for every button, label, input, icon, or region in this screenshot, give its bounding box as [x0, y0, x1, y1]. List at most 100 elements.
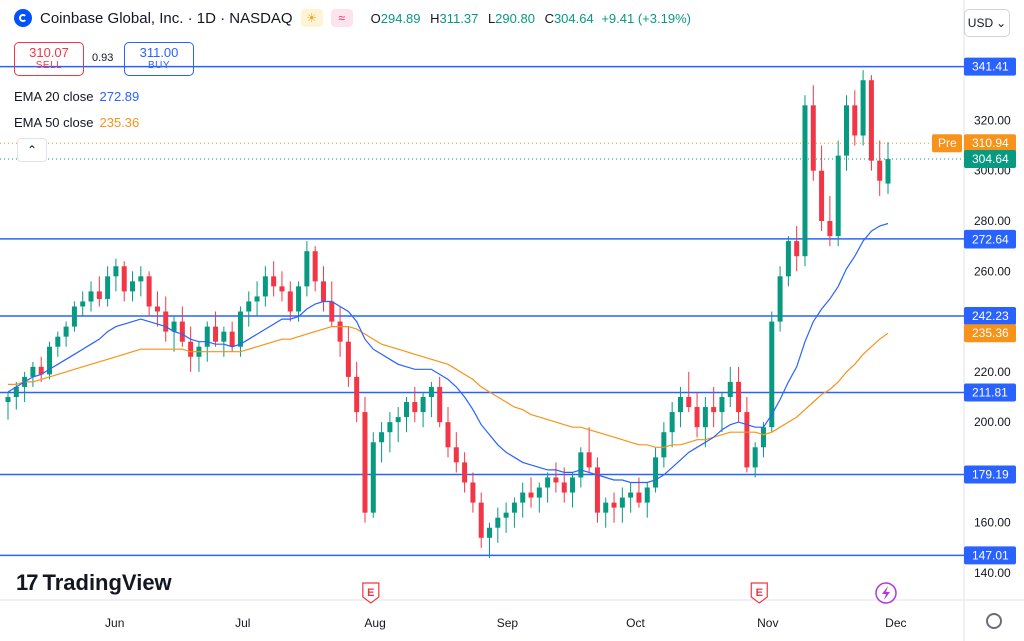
candle-body — [403, 402, 409, 418]
candle-body — [794, 241, 800, 257]
candle-body — [254, 296, 260, 302]
candle-body — [520, 492, 526, 503]
candle-body — [462, 462, 468, 483]
candle-body — [237, 311, 243, 347]
ohlc-readout: O294.89 H311.37 L290.80 C304.64 +9.41 (+… — [370, 10, 691, 26]
ema50-legend[interactable]: EMA 50 close 235.36 — [14, 115, 139, 130]
candle-body — [719, 397, 725, 413]
candle-body — [320, 281, 326, 302]
y-tick-label: 140.00 — [974, 566, 1011, 580]
price-label-box — [964, 150, 1016, 169]
candle-body — [370, 442, 376, 513]
candle-body — [470, 482, 476, 503]
close-value: 304.64 — [553, 10, 594, 26]
buy-price: 311.00 — [139, 45, 179, 60]
x-tick-label: Jul — [235, 616, 250, 630]
tradingview-logo[interactable]: 17 TradingView — [16, 570, 172, 596]
candle-body — [453, 447, 459, 463]
data-delay-wave-icon[interactable]: ≈ — [330, 9, 353, 27]
candle-body — [702, 407, 708, 428]
y-tick-label: 320.00 — [974, 113, 1011, 127]
y-tick-label: 260.00 — [974, 264, 1011, 278]
candle-body — [445, 422, 451, 448]
candle-body — [171, 321, 177, 332]
price-label-box — [964, 230, 1016, 249]
candle-body — [105, 276, 111, 299]
candle-body — [885, 159, 891, 184]
currency-label: USD — [967, 16, 994, 30]
candle-body — [337, 321, 343, 342]
earnings-marker-label: E — [756, 587, 763, 599]
candle-body — [877, 160, 883, 181]
candle-body — [594, 467, 600, 513]
candle-body — [511, 502, 517, 513]
earnings-marker-icon — [362, 582, 380, 604]
candle-body — [287, 291, 293, 312]
candle-body — [653, 457, 659, 488]
candle-body — [387, 422, 393, 433]
candle-body — [13, 386, 19, 397]
price-label: 341.41 — [972, 60, 1009, 74]
candle-body — [63, 326, 69, 337]
earnings-marker-label: E — [367, 587, 374, 599]
candle-body — [146, 276, 152, 307]
candle-body — [487, 527, 493, 538]
candle-body — [96, 291, 102, 299]
candle-body — [88, 291, 94, 302]
candle-body — [819, 170, 825, 221]
candle-body — [578, 452, 584, 478]
candle-body — [229, 331, 235, 347]
ema20-value: 272.89 — [99, 89, 140, 104]
candle-body — [561, 482, 567, 493]
open-value: 294.89 — [380, 10, 421, 26]
buy-button[interactable]: 311.00 BUY — [124, 42, 194, 76]
candle-body — [478, 502, 484, 538]
candle-body — [379, 432, 385, 443]
price-label: 272.64 — [972, 233, 1009, 247]
chevron-down-icon: ⌄ — [996, 16, 1007, 30]
candle-body — [802, 105, 808, 257]
candle-body — [395, 417, 401, 423]
currency-select[interactable]: USD ⌄ — [964, 9, 1010, 37]
coinbase-logo-icon — [14, 9, 32, 27]
settings-gear-icon[interactable] — [986, 613, 1002, 629]
y-tick-label: 160.00 — [974, 516, 1011, 530]
low-value: 290.80 — [495, 10, 535, 26]
market-status-sun-icon[interactable]: ☀ — [300, 9, 323, 27]
chart-header: Coinbase Global, Inc. · 1D · NASDAQ ☀ ≈ … — [14, 9, 691, 27]
high-value: 311.37 — [439, 10, 479, 26]
x-tick-label: Aug — [364, 616, 385, 630]
candle-body — [528, 492, 534, 498]
candle-body — [810, 105, 816, 171]
y-tick-label: 200.00 — [974, 415, 1011, 429]
candle-body — [38, 366, 44, 375]
sell-button[interactable]: 310.07 SELL — [14, 42, 84, 76]
candle-body — [179, 321, 185, 342]
flash-icon — [882, 586, 890, 600]
candle-body — [312, 251, 318, 282]
collapse-legend-button[interactable]: ⌃ — [17, 138, 47, 162]
candle-body — [121, 266, 127, 292]
price-label-box — [964, 324, 1016, 343]
candle-body — [619, 497, 625, 508]
candle-body — [412, 402, 418, 413]
ema20-legend[interactable]: EMA 20 close 272.89 — [14, 89, 139, 104]
candle-body — [163, 311, 169, 332]
candle-body — [296, 286, 302, 312]
price-label-box — [964, 306, 1016, 325]
price-label-box — [964, 134, 1016, 153]
candle-body — [628, 492, 634, 498]
candle-body — [30, 366, 36, 377]
price-label: 147.01 — [972, 548, 1009, 562]
candle-body — [221, 331, 227, 342]
candle-body — [860, 80, 866, 136]
candle-body — [130, 281, 136, 292]
candle-body — [777, 276, 783, 322]
buy-label: BUY — [147, 60, 171, 71]
price-label: 179.19 — [972, 467, 1009, 481]
candle-body — [868, 80, 874, 161]
price-label: 310.94 — [972, 136, 1009, 150]
candle-body — [661, 432, 667, 458]
symbol-title[interactable]: Coinbase Global, Inc. · 1D · NASDAQ — [40, 9, 293, 27]
